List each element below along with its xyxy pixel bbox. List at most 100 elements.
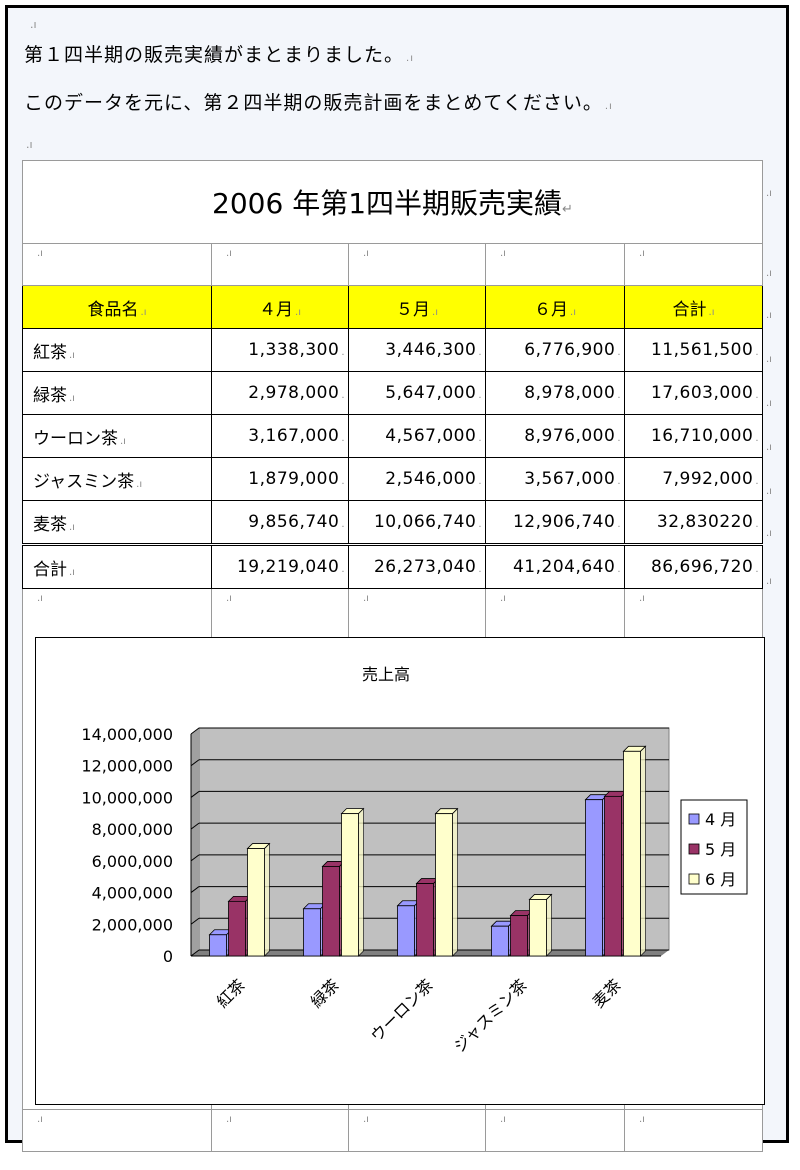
bar: [322, 866, 340, 957]
row-end-mark: .ı: [766, 398, 772, 409]
legend-swatch: [688, 843, 700, 855]
empty-row: .ı .ı .ı .ı .ı: [22, 1109, 763, 1152]
bar: [491, 925, 509, 957]
bar: [529, 899, 547, 957]
paragraph-mark: .ı: [30, 18, 37, 31]
header-label: 食品名: [87, 299, 139, 320]
value-cell: 6,776,900.: [485, 328, 625, 372]
row-end-mark: .ı: [766, 528, 772, 539]
total-value-cell: 86,696,720.: [624, 543, 763, 589]
y-tick-label: 2,000,000: [92, 915, 173, 934]
chart-svg: 売上高 0 2,000,000 4,000,000 6,000,000 8,000,000…: [81, 665, 748, 1056]
value-cell: 16,710,000.: [624, 414, 763, 458]
x-tick-label: 緑茶: [307, 975, 343, 1011]
y-tick-label: 10,000,000: [81, 788, 173, 807]
total-value-cell: 41,204,640.: [485, 543, 625, 589]
title-row: 2006 年第1四半期販売実績↵: [22, 160, 763, 244]
legend-label: 4 月: [705, 810, 736, 829]
table-title: 2006 年第1四半期販売実績↵: [22, 160, 763, 244]
row-end-mark: .ı: [766, 576, 772, 587]
bar-side: [264, 842, 270, 957]
intro-paragraph-2: このデータを元に、第２四半期の販売計画をまとめてください。 .ı: [24, 88, 613, 115]
header-label: ５月: [396, 299, 431, 320]
value-cell: 32,830220.: [624, 500, 763, 545]
chart-title: 売上高: [362, 665, 410, 684]
value-cell: 9,856,740.: [211, 500, 349, 545]
header-cell: ６月 .ı: [485, 285, 625, 329]
gridline-diag: [190, 791, 200, 798]
bar-side: [452, 807, 458, 957]
value-cell: 17,603,000.: [624, 371, 763, 415]
y-tick-label: 12,000,000: [81, 757, 173, 776]
bar: [416, 883, 434, 957]
table-row: ジャスミン茶 .ı 1,879,000. 2,546,000. 3,567,000…: [22, 457, 763, 501]
row-end-mark: .ı: [766, 188, 772, 199]
product-name-cell: ウーロン茶 .ı: [22, 414, 212, 458]
bar: [247, 848, 265, 957]
bar: [209, 934, 227, 957]
x-tick-label: ジャスミン茶: [450, 975, 531, 1056]
y-tick-label: 0: [163, 947, 173, 966]
bar: [341, 813, 359, 957]
bar-side: [640, 745, 646, 957]
value-cell: 1,879,000.: [211, 457, 349, 501]
x-tick-label: 麦茶: [589, 975, 625, 1011]
gridline-diag: [190, 759, 200, 767]
y-tick-label: 14,000,000: [81, 725, 173, 744]
bar: [585, 799, 603, 957]
value-cell: 12,906,740.: [485, 500, 625, 545]
value-cell: 2,546,000.: [348, 457, 486, 501]
value-cell: 10,066,740.: [348, 500, 486, 545]
legend-swatch: [688, 873, 700, 885]
gridline-diag: [190, 727, 200, 735]
header-label: 合計: [672, 299, 707, 320]
bar: [435, 813, 453, 957]
product-name-cell: 紅茶 .ı: [22, 328, 212, 372]
total-value-cell: 26,273,040.: [348, 543, 486, 589]
header-cell: 合計 .ı: [624, 285, 763, 329]
paragraph-text: このデータを元に、第２四半期の販売計画をまとめてください。: [24, 92, 603, 114]
paragraph-mark: .ı: [604, 101, 613, 112]
bar: [228, 900, 246, 957]
value-cell: 8,976,000.: [485, 414, 625, 458]
intro-paragraph-1: 第１四半期の販売実績がまとまりました。 .ı: [24, 40, 414, 67]
row-end-mark: .ı: [766, 268, 772, 279]
product-name-cell: ジャスミン茶 .ı: [22, 457, 212, 501]
x-tick-label: ウーロン茶: [367, 975, 437, 1045]
cell-mark: .ı: [639, 248, 645, 259]
value-cell: 5,647,000.: [348, 371, 486, 415]
bar: [604, 795, 622, 957]
paragraph-text: 第１四半期の販売実績がまとまりました。: [24, 44, 405, 66]
value-cell: 1,338,300.: [211, 328, 349, 372]
gridline-diag: [190, 854, 200, 862]
bar: [303, 908, 321, 957]
total-label-cell: 合計 .ı: [22, 543, 212, 589]
total-value-cell: 19,219,040.: [211, 543, 349, 589]
table-row: ウーロン茶 .ı 3,167,000. 4,567,000. 8,976,000.…: [22, 414, 763, 458]
bar: [397, 905, 415, 957]
bar-side: [358, 807, 364, 957]
plot-side-wall: [191, 728, 199, 956]
header-cell: ５月 .ı: [348, 285, 486, 329]
gridline-diag: [190, 822, 200, 830]
sales-chart[interactable]: 売上高 0 2,000,000 4,000,000 6,000,000 8,000,000…: [35, 637, 765, 1105]
row-end-mark: .ı: [766, 354, 772, 365]
product-name-cell: 麦茶 .ı: [22, 500, 212, 545]
gridline-diag: [190, 949, 200, 957]
legend-swatch: [688, 813, 700, 825]
bar-side: [546, 893, 552, 957]
value-cell: 3,446,300.: [348, 328, 486, 372]
bar: [510, 915, 528, 957]
cell-mark: .ı: [37, 248, 43, 259]
cell-mark: .ı: [363, 248, 369, 259]
cell-mark: .ı: [500, 248, 506, 259]
value-cell: 2,978,000.: [211, 371, 349, 415]
table-row: 麦茶 .ı 9,856,740. 10,066,740. 12,906,740. …: [22, 500, 763, 545]
header-label: ４月: [259, 299, 294, 320]
value-cell: 11,561,500.: [624, 328, 763, 372]
row-end-mark: .ı: [766, 442, 772, 453]
gridline-diag: [190, 917, 200, 925]
y-tick-label: 8,000,000: [92, 820, 173, 839]
total-row: 合計 .ı 19,219,040. 26,273,040. 41,204,640.…: [22, 543, 763, 589]
cell-mark: .ı: [226, 248, 232, 259]
